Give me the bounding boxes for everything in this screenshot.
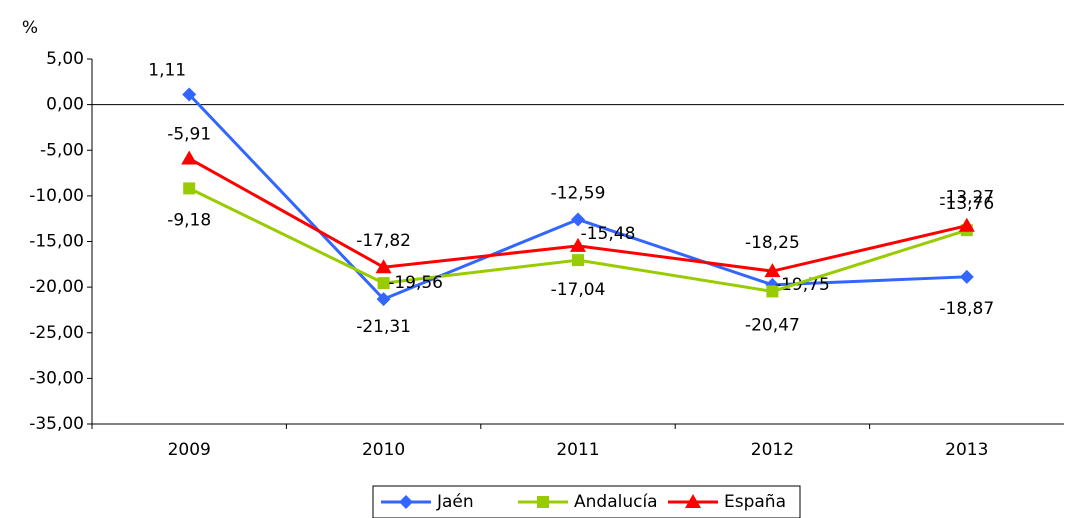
legend-label: Jaén (436, 492, 474, 512)
data-label: -18,87 (939, 299, 994, 319)
legend-label: Andalucía (574, 492, 658, 512)
data-label: -19,56 (388, 273, 443, 293)
y-tick-label: -30,00 (29, 368, 84, 388)
marker (399, 495, 413, 509)
marker (571, 212, 585, 227)
marker (376, 292, 391, 307)
y-tick-label: -20,00 (29, 277, 84, 297)
marker (537, 496, 549, 508)
data-label: -12,59 (551, 184, 606, 204)
y-tick-label: -15,00 (29, 232, 84, 252)
data-label: 1,11 (148, 60, 186, 80)
marker (375, 259, 392, 274)
y-tick-label: 5,00 (46, 49, 84, 69)
marker (182, 87, 197, 102)
data-label: -17,04 (551, 280, 606, 300)
y-tick-label: -35,00 (29, 414, 84, 434)
y-tick-label: -5,00 (40, 140, 84, 160)
data-label: -9,18 (167, 210, 211, 230)
data-label: -13,27 (939, 188, 994, 208)
marker (572, 254, 584, 267)
data-label: -18,25 (745, 233, 800, 253)
data-label: -13,76 (939, 194, 994, 214)
data-label: -15,48 (581, 224, 636, 244)
marker (377, 277, 390, 290)
x-tick-label: 2009 (168, 440, 211, 460)
marker (959, 269, 974, 284)
series: -5,91 -17,82 -15,48 -18,25 -13,27 (167, 125, 994, 278)
y-axis-label: % (22, 18, 38, 38)
marker (764, 263, 781, 278)
series: -9,18 -19,56 -17,04 -20,47 -13,76 (167, 182, 994, 335)
data-label: -19,75 (775, 275, 830, 295)
data-label: -20,47 (745, 315, 800, 335)
legend-box (372, 485, 801, 518)
legend-label: España (724, 492, 786, 512)
data-label: -5,91 (167, 125, 211, 145)
x-tick-label: 2011 (556, 440, 599, 460)
x-tick-label: 2012 (751, 440, 794, 460)
y-tick-label: 0,00 (46, 95, 84, 115)
marker (181, 150, 198, 165)
marker (766, 285, 779, 298)
marker (570, 237, 586, 252)
y-tick-label: -25,00 (29, 323, 84, 343)
marker (685, 494, 701, 508)
series: 1,11 -21,31 -12,59 -19,75 -18,87 (148, 60, 994, 337)
marker (183, 182, 196, 195)
data-label: -17,82 (356, 231, 411, 251)
x-tick-label: 2010 (362, 440, 405, 460)
marker (958, 217, 975, 232)
x-tick-label: 2013 (945, 440, 988, 460)
data-label: -21,31 (356, 317, 411, 337)
y-tick-label: -10,00 (29, 186, 84, 206)
